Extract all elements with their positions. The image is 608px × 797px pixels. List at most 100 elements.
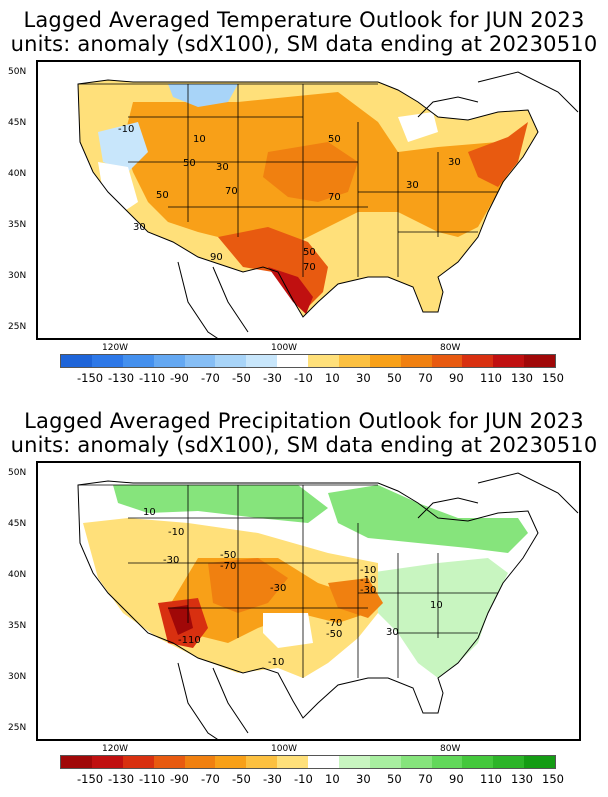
colorbar-tick-label: -30 <box>263 371 282 385</box>
colorbar-tick-label: -150 <box>77 772 104 786</box>
precip-lat-label: 25N <box>8 723 27 733</box>
colorbar-swatch <box>524 756 555 768</box>
colorbar-swatch <box>369 355 401 367</box>
state-boundaries <box>78 484 498 678</box>
contour-label: -10 <box>360 575 376 586</box>
contour-label: -10 <box>268 657 284 668</box>
colorbar-swatch <box>122 355 154 367</box>
colorbar-swatch <box>524 355 555 367</box>
coastline <box>77 71 579 338</box>
colorbar-swatch <box>91 355 123 367</box>
colorbar-swatch <box>153 355 185 367</box>
precip-lat-label: 30N <box>8 672 27 682</box>
colorbar-swatch <box>184 756 216 768</box>
contour-label: -70 <box>326 618 342 629</box>
colorbar-tick-label: -110 <box>139 772 166 786</box>
colorbar-swatch <box>400 355 432 367</box>
colorbar-tick-label: 30 <box>356 772 371 786</box>
colorbar-swatch <box>153 756 185 768</box>
temp-darkred-region <box>268 267 313 314</box>
colorbar-swatch <box>91 756 123 768</box>
temp-northeast-red <box>468 122 528 187</box>
colorbar-tick-label: 130 <box>511 772 533 786</box>
temp-lat-label: 35N <box>8 220 27 230</box>
contour-label: 30 <box>386 627 399 638</box>
colorbar-tick-label: 110 <box>480 772 502 786</box>
contour-label: 30 <box>448 157 461 168</box>
temp-title-line1: Lagged Averaged Temperature Outlook for … <box>23 8 585 32</box>
colorbar-swatch <box>369 756 401 768</box>
contour-label: -50 <box>220 550 236 561</box>
colorbar-swatch <box>61 756 92 768</box>
contour-label: 10 <box>193 134 206 145</box>
temp-lon-label: 120W <box>102 343 129 353</box>
contour-label: -30 <box>360 585 376 596</box>
colorbar-swatch <box>308 756 339 768</box>
coastline <box>77 472 579 739</box>
precip-lat-label: 50N <box>8 468 27 478</box>
colorbar-tick-label: 90 <box>449 371 464 385</box>
colorbar-swatch <box>400 756 432 768</box>
precip-green-north <box>113 485 328 523</box>
temp-darkorange-region <box>263 142 358 202</box>
colorbar-swatch <box>277 355 308 367</box>
contour-label: -110 <box>178 635 201 646</box>
temp-lat-label: 50N <box>8 67 27 77</box>
contour-label: 30 <box>406 180 419 191</box>
temp-map-svg: -10 10 50 30 50 70 70 50 30 30 30 90 50 … <box>77 71 579 338</box>
precip-lat-label: 45N <box>8 519 27 529</box>
colorbar-swatch <box>246 355 278 367</box>
colorbar-swatch <box>431 355 463 367</box>
colorbar-swatch <box>308 355 339 367</box>
precip-title-line1: Lagged Averaged Precipitation Outlook fo… <box>24 409 584 433</box>
colorbar-swatch <box>215 355 247 367</box>
colorbar-tick-label: 70 <box>418 772 433 786</box>
colorbar-tick-label: 10 <box>325 772 340 786</box>
temp-lon-label: 80W <box>440 343 461 353</box>
temp-lat-label: 40N <box>8 169 27 179</box>
colorbar-swatch <box>122 756 154 768</box>
colorbar-swatch <box>338 355 370 367</box>
contour-label: -10 <box>118 124 134 135</box>
colorbar-swatch <box>215 756 247 768</box>
colorbar-tick-label: -110 <box>139 371 166 385</box>
colorbar-tick-label: 110 <box>480 371 502 385</box>
colorbar-swatch <box>493 756 525 768</box>
colorbar-tick-label: 130 <box>511 371 533 385</box>
contour-label: 50 <box>303 247 316 258</box>
precip-lon-label: 80W <box>440 744 461 754</box>
precip-green-northeast <box>328 485 528 553</box>
temp-title-line2: units: anomaly (sdX100), SM data ending … <box>10 32 598 56</box>
temp-lat-label: 45N <box>8 118 27 128</box>
colorbar-swatch <box>246 756 278 768</box>
temp-lat-label: 30N <box>8 271 27 281</box>
contour-label: -50 <box>326 629 342 640</box>
colorbar-swatch <box>431 756 463 768</box>
colorbar-tick-label: 150 <box>542 371 564 385</box>
contour-label: 30 <box>133 222 146 233</box>
colorbar-tick-label: -30 <box>263 772 282 786</box>
precip-lat-label: 35N <box>8 621 27 631</box>
precip-darkred-core <box>168 605 193 635</box>
colorbar-swatch <box>462 756 494 768</box>
colorbar-tick-label: 150 <box>542 772 564 786</box>
contour-label: -70 <box>220 561 236 572</box>
colorbar-tick-label: 50 <box>387 371 402 385</box>
temp-blue-north <box>168 84 238 107</box>
colorbar-tick-label: -150 <box>77 371 104 385</box>
precip-title-line2: units: anomaly (sdX100), SM data ending … <box>10 433 598 457</box>
contour-label: 70 <box>328 192 341 203</box>
precip-map-svg: 10 -10 -30 -50 -70 -30 -110 -10 -70 -50 … <box>77 472 579 739</box>
precip-map: 10 -10 -30 -50 -70 -30 -110 -10 -70 -50 … <box>36 461 581 741</box>
temp-white-west <box>98 162 138 212</box>
contour-label: 90 <box>210 252 223 263</box>
colorbar-tick-label: -10 <box>294 772 313 786</box>
temp-lon-label: 100W <box>271 343 298 353</box>
colorbar-tick-label: -130 <box>108 371 135 385</box>
temp-lat-label: 25N <box>8 322 27 332</box>
colorbar-swatch <box>462 355 494 367</box>
temp-colorbar <box>60 354 556 368</box>
colorbar-tick-label: -70 <box>201 772 220 786</box>
precip-white-center <box>263 613 313 648</box>
colorbar-swatch <box>277 756 308 768</box>
